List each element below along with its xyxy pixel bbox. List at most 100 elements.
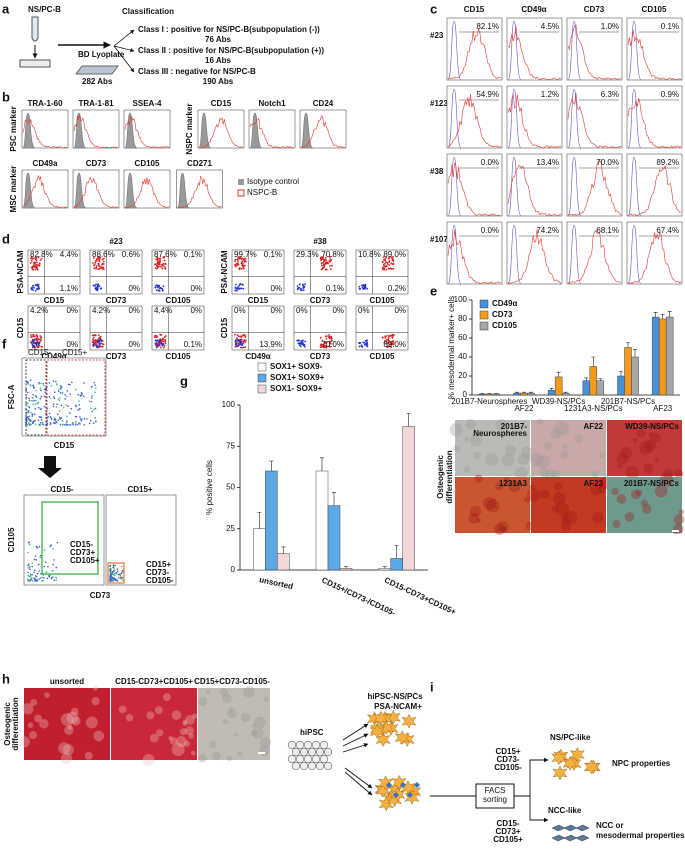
cell-dot	[34, 256, 37, 259]
cell-dot	[30, 411, 33, 414]
texture	[550, 427, 562, 440]
cell-dot	[37, 283, 40, 286]
y-label: differentiation	[11, 697, 20, 750]
x-label: CD73	[106, 352, 127, 361]
quadrant-label: 13.9%	[259, 340, 282, 349]
cell-dot	[154, 263, 156, 266]
texture	[663, 468, 674, 479]
error-bar	[382, 566, 387, 569]
micrograph	[24, 688, 110, 760]
cell	[303, 754, 313, 764]
cell-dot	[301, 342, 303, 345]
x-tick-label: 201B7-Neurospheres	[451, 397, 527, 406]
cell-dot	[36, 402, 39, 405]
cell-dot	[59, 391, 62, 394]
control-peak	[447, 156, 462, 217]
sample-curve	[627, 231, 682, 285]
cell-dot	[43, 405, 46, 408]
texture	[259, 745, 270, 757]
texture	[529, 452, 544, 467]
cell-dot	[34, 265, 37, 268]
cell-dot	[109, 564, 112, 567]
cell-dot	[328, 342, 331, 344]
quadrant-label: 0%	[128, 284, 140, 293]
cell-dot	[392, 259, 395, 261]
quadrant-label: 0.1%	[264, 250, 282, 259]
cell-dot	[92, 342, 95, 344]
cell-dot	[386, 263, 389, 266]
cell-dot	[391, 340, 394, 343]
cell-dot	[37, 401, 40, 404]
cell-dot	[35, 399, 37, 402]
micrograph	[198, 688, 270, 760]
texture	[27, 722, 34, 728]
cell-dot	[120, 572, 123, 575]
control-peak	[567, 156, 582, 217]
cell-dot	[364, 287, 366, 290]
cell-dot	[235, 289, 238, 292]
texture	[625, 465, 640, 480]
cell-dot	[55, 579, 57, 582]
cell-dot	[100, 342, 102, 345]
y-tick-label: 75	[226, 441, 235, 450]
sample-curve	[507, 93, 562, 149]
cell-dot	[77, 393, 80, 396]
cell-dot	[116, 568, 119, 570]
cell-dot	[40, 572, 42, 575]
cell	[551, 750, 567, 766]
cell-dot	[89, 407, 92, 410]
cell-dot	[113, 567, 116, 569]
cell	[404, 789, 420, 805]
cell-dot	[27, 411, 30, 414]
cell-dot	[164, 340, 167, 343]
cell-dot	[154, 267, 157, 269]
cell	[299, 747, 309, 757]
cell-dot	[28, 543, 31, 546]
texture	[673, 513, 685, 525]
cell-dot	[241, 260, 244, 263]
node-label: NCC or	[596, 821, 624, 830]
texture	[523, 496, 531, 503]
panel-label: f	[2, 336, 7, 351]
cell-dot	[366, 287, 369, 290]
cell-dot	[116, 573, 118, 575]
cell-dot	[242, 258, 245, 261]
cell-dot	[50, 417, 53, 420]
cell-dot	[102, 268, 105, 271]
cell-dot	[99, 339, 102, 341]
cell-dot	[53, 397, 56, 400]
cell-dot	[34, 407, 37, 410]
cell-dot	[40, 345, 43, 348]
texture	[504, 444, 517, 457]
cell-dot	[322, 261, 325, 264]
cell-dot	[304, 340, 307, 343]
cell	[307, 747, 317, 757]
legend-text: CD49α	[492, 299, 517, 308]
control-peak	[507, 88, 522, 149]
cell-dot	[93, 334, 95, 336]
texture	[630, 489, 641, 500]
cell-dot	[28, 399, 31, 402]
cell-dot	[156, 265, 159, 268]
texture	[611, 487, 619, 496]
error-bar	[667, 311, 672, 318]
quadrant-label: 0.6%	[122, 250, 140, 259]
cell-dot	[40, 382, 42, 385]
cell-dot	[158, 343, 161, 346]
cell-dot	[31, 396, 34, 399]
cell-dot	[382, 266, 384, 269]
texture	[560, 450, 569, 459]
error-bar	[332, 492, 336, 506]
sample-curve	[22, 175, 68, 209]
cell-dot	[40, 339, 42, 342]
cell-dot	[234, 260, 236, 263]
cell-dot	[46, 577, 49, 580]
error-bar	[529, 391, 533, 394]
control-peak	[198, 112, 212, 149]
cell	[551, 824, 566, 832]
texture	[620, 446, 633, 459]
cell-dot	[52, 563, 54, 566]
sample-curve	[567, 24, 622, 80]
cell-dot	[35, 267, 38, 269]
